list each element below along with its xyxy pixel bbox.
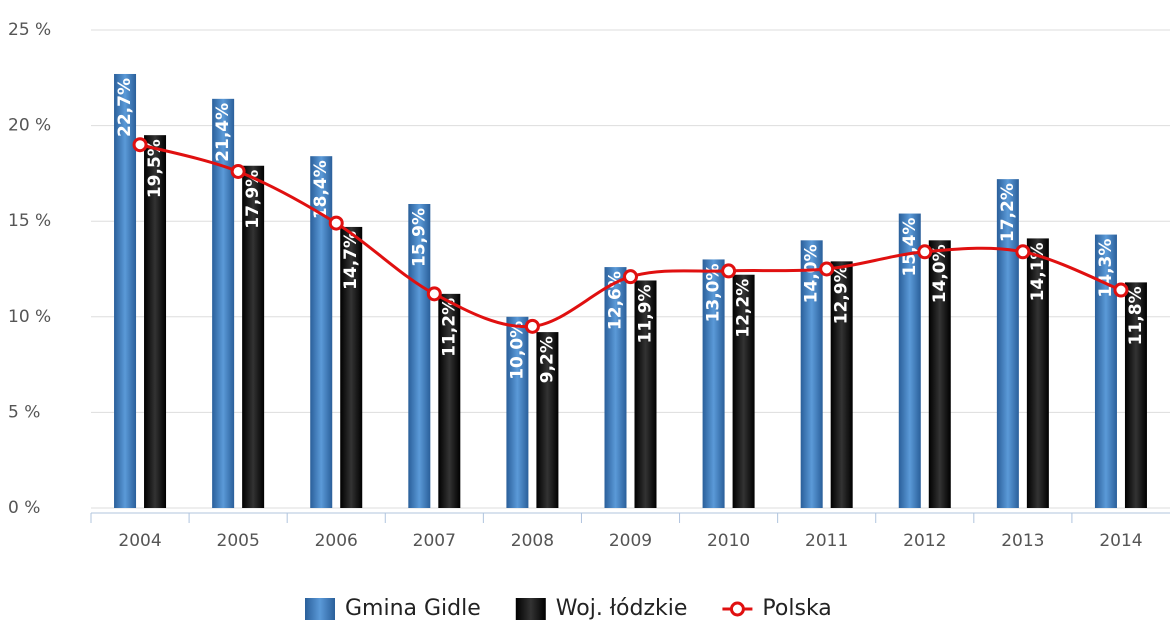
value-label: 18,4% (311, 160, 331, 219)
line-marker (524, 318, 540, 334)
line-marker (328, 215, 344, 231)
legend-swatch (515, 598, 546, 620)
bar (800, 240, 823, 508)
x-tick-label: 2011 (805, 531, 848, 551)
bar (732, 274, 755, 508)
legend-label: Gmina Gidle (345, 596, 481, 621)
y-tick-label: 25 % (8, 20, 51, 40)
y-tick-label: 20 % (8, 116, 51, 136)
line-marker (623, 269, 638, 285)
bar (1124, 282, 1147, 508)
bar (898, 213, 921, 508)
y-tick-label: 15 % (8, 211, 51, 231)
x-tick-label: 2007 (413, 531, 456, 551)
bar (242, 165, 265, 508)
line-marker (132, 137, 148, 153)
legend-label: Polska (762, 596, 831, 621)
line-marker (1113, 282, 1129, 298)
x-tick-label: 2009 (609, 531, 652, 551)
legend-swatch (729, 601, 745, 617)
line-marker (819, 261, 835, 277)
value-label: 12,9% (832, 265, 852, 324)
x-tick-label: 2013 (1001, 531, 1044, 551)
value-label: 14,0% (802, 244, 822, 303)
bar (1026, 238, 1049, 508)
value-label: 14,0% (930, 244, 950, 303)
legend-label: Woj. łódzkie (556, 596, 688, 621)
bar (212, 98, 235, 508)
line-marker (721, 263, 737, 279)
bar (144, 135, 167, 508)
value-label: 9,2% (537, 336, 557, 383)
x-tick-label: 2006 (315, 531, 358, 551)
bar (114, 73, 137, 508)
bar (604, 267, 627, 508)
bar (340, 226, 363, 508)
value-label: 14,7% (341, 231, 361, 290)
x-tick-label: 2008 (511, 531, 554, 551)
bar (1094, 234, 1117, 509)
value-label: 15,4% (900, 218, 920, 277)
y-tick-label: 10 % (8, 307, 51, 327)
x-tick-label: 2014 (1099, 531, 1142, 551)
value-label: 14,3% (1096, 239, 1116, 298)
value-label: 11,2% (439, 298, 459, 357)
value-label: 11,8% (1126, 286, 1146, 345)
bar (830, 261, 853, 508)
line-marker (426, 286, 442, 302)
bar (702, 259, 725, 508)
value-label: 22,7% (115, 78, 135, 137)
x-tick-label: 2012 (903, 531, 946, 551)
line-marker (230, 163, 246, 179)
bar (438, 293, 461, 508)
value-label: 11,9% (636, 284, 656, 343)
bar (506, 316, 529, 508)
value-label: 17,9% (243, 170, 263, 229)
line-marker (917, 244, 933, 260)
value-label: 12,2% (734, 279, 754, 338)
bar (310, 156, 333, 508)
y-tick-label: 5 % (8, 402, 40, 422)
bar (536, 332, 559, 508)
x-tick-label: 2004 (118, 531, 161, 551)
value-label: 17,2% (998, 183, 1018, 242)
value-label: 21,4% (213, 103, 233, 162)
value-label: 10,0% (507, 321, 527, 380)
bar (634, 280, 657, 508)
line-marker (1015, 244, 1031, 260)
value-label: 13,0% (704, 263, 724, 322)
value-label: 15,9% (409, 208, 429, 267)
legend-swatch (305, 598, 335, 620)
x-tick-label: 2010 (707, 531, 750, 551)
bar (928, 240, 951, 508)
y-tick-label: 0 % (8, 498, 40, 518)
value-label: 14,1% (1028, 242, 1048, 301)
bar (996, 179, 1019, 509)
line (139, 143, 1122, 329)
value-label: 19,5% (145, 139, 165, 198)
x-tick-label: 2005 (217, 531, 260, 551)
